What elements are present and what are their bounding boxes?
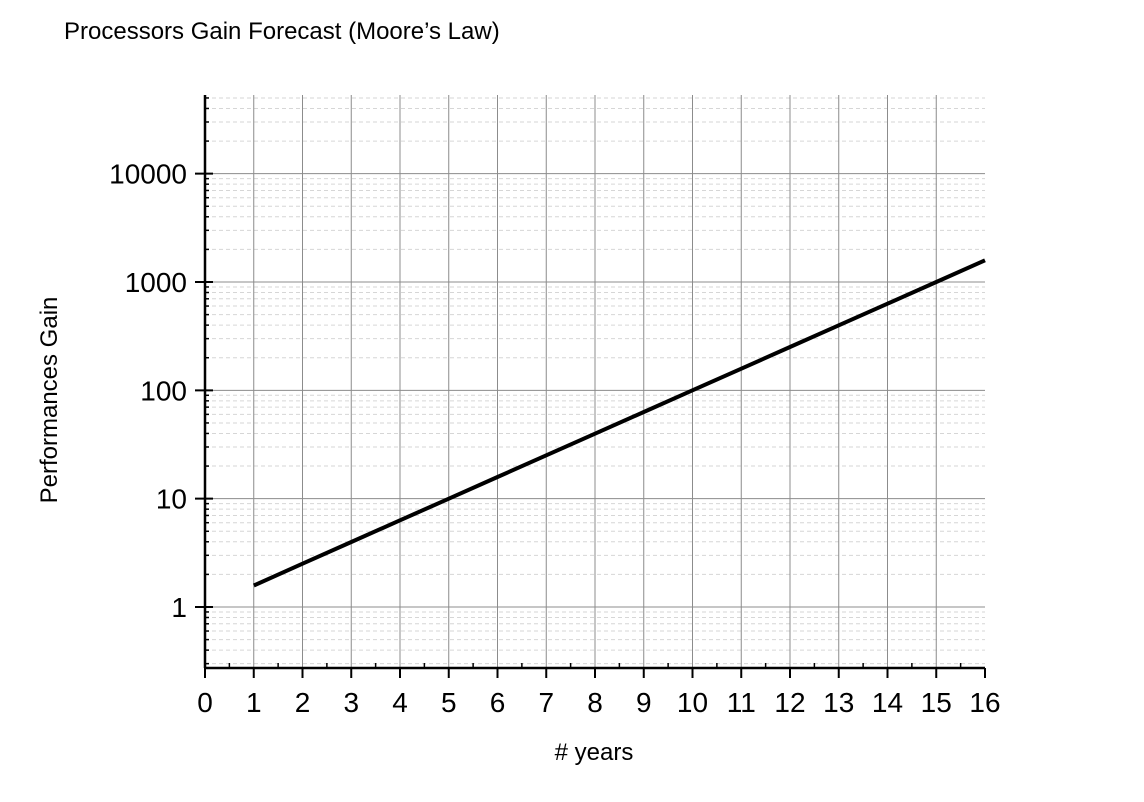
x-tick-label: 6 bbox=[490, 687, 506, 718]
y-tick-label: 10 bbox=[156, 484, 187, 515]
x-tick-label: 16 bbox=[969, 687, 1000, 718]
x-tick-label: 1 bbox=[246, 687, 262, 718]
series bbox=[252, 258, 986, 588]
x-tick-label: 10 bbox=[677, 687, 708, 718]
x-tick-label: 0 bbox=[197, 687, 213, 718]
x-tick-label: 2 bbox=[295, 687, 311, 718]
x-tick-label: 7 bbox=[538, 687, 554, 718]
y-tick-label: 1000 bbox=[125, 267, 187, 298]
x-axis-label: # years bbox=[555, 739, 634, 766]
series-line bbox=[252, 258, 986, 588]
y-axis-label: Performances Gain bbox=[36, 297, 63, 504]
chart-title: Processors Gain Forecast (Moore’s Law) bbox=[64, 18, 500, 45]
x-tick-label: 9 bbox=[636, 687, 652, 718]
y-tick-label: 10000 bbox=[109, 159, 187, 190]
x-tick-label: 15 bbox=[921, 687, 952, 718]
x-tick-label: 8 bbox=[587, 687, 603, 718]
x-tick-label: 4 bbox=[392, 687, 408, 718]
y-tick-label: 100 bbox=[140, 375, 187, 406]
x-tick-label: 12 bbox=[774, 687, 805, 718]
grid bbox=[205, 95, 985, 668]
x-tick-label: 3 bbox=[343, 687, 359, 718]
x-tick-label: 14 bbox=[872, 687, 903, 718]
x-tick-label: 13 bbox=[823, 687, 854, 718]
x-tick-label: 5 bbox=[441, 687, 457, 718]
y-tick-label: 1 bbox=[171, 592, 187, 623]
x-tick-label: 11 bbox=[727, 687, 756, 718]
